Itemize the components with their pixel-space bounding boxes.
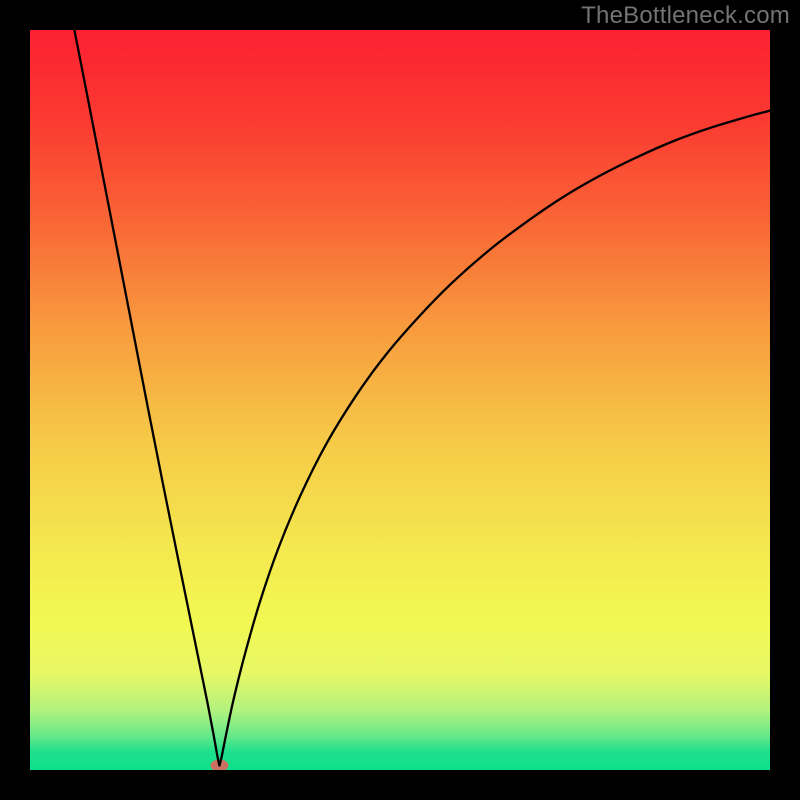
chart-svg [0, 0, 800, 800]
gradient-background [30, 30, 770, 770]
plot-area [30, 30, 770, 772]
watermark-text: TheBottleneck.com [581, 2, 790, 30]
chart-stage: TheBottleneck.com [0, 0, 800, 800]
